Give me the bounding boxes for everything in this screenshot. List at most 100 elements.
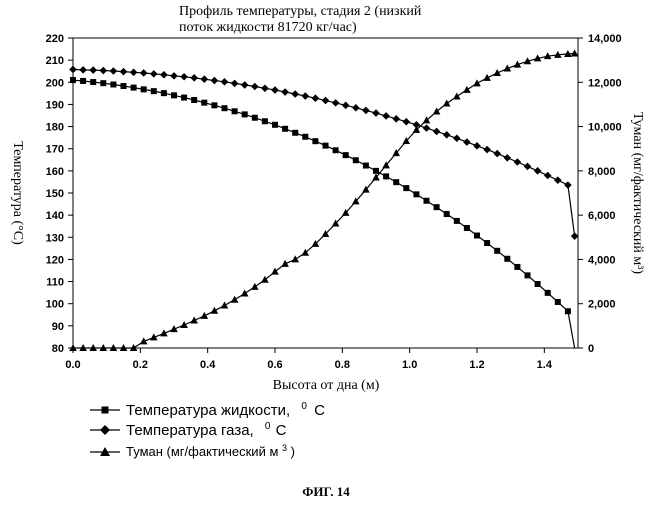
data-point-diamond	[493, 149, 501, 158]
data-point-triangle	[139, 337, 148, 345]
data-point-triangle	[554, 50, 562, 58]
figure-caption: ФИГ. 14	[302, 484, 350, 499]
data-point-triangle	[341, 208, 350, 216]
data-point-square	[534, 281, 541, 288]
legend-diamond-marker	[100, 425, 110, 435]
data-point-triangle	[382, 161, 390, 169]
data-point-diamond	[109, 67, 118, 75]
data-point-square	[362, 162, 369, 169]
data-point-triangle	[331, 219, 340, 227]
data-point-triangle	[352, 197, 360, 205]
data-point-triangle	[422, 116, 431, 124]
y-left-tick-label: 130	[46, 232, 64, 244]
data-point-triangle	[240, 289, 249, 297]
data-point-diamond	[382, 112, 390, 120]
data-point-diamond	[570, 232, 579, 240]
data-point-triangle	[533, 54, 542, 62]
data-point-diamond	[281, 88, 289, 96]
data-point-diamond	[341, 101, 350, 110]
data-point-square	[352, 157, 359, 164]
data-point-triangle	[180, 320, 188, 328]
data-point-diamond	[170, 72, 178, 80]
data-point-diamond	[564, 181, 572, 189]
plot-frame	[72, 37, 579, 349]
data-point-square	[282, 125, 289, 132]
x-tick-label: 0.8	[335, 359, 350, 371]
x-axis-label: Высота от дна (м)	[273, 378, 380, 393]
data-point-square	[221, 105, 228, 112]
data-point-diamond	[99, 66, 108, 75]
data-point-triangle	[513, 60, 522, 68]
x-tick-label: 1.4	[537, 359, 553, 371]
data-point-square	[494, 247, 501, 254]
data-point-triangle	[493, 68, 501, 76]
data-point-square	[80, 77, 87, 84]
data-point-square	[332, 147, 339, 154]
x-axis: 0.0 0.2 0.4 0.6 0.8 1.0 1.2 1.4	[65, 348, 553, 371]
data-point-square	[181, 94, 188, 101]
data-point-square	[292, 129, 299, 136]
data-point-square	[453, 217, 460, 224]
data-point-square	[463, 224, 470, 231]
data-point-diamond	[543, 171, 552, 180]
data-point-diamond	[533, 167, 542, 175]
data-point-square	[70, 77, 76, 84]
data-point-diamond	[372, 109, 380, 117]
y-left-tick-label: 110	[46, 277, 64, 289]
series-diamond	[69, 65, 579, 240]
data-point-square	[403, 185, 410, 192]
data-point-square	[554, 298, 561, 305]
x-tick-label: 0.0	[65, 359, 80, 371]
data-point-diamond	[523, 162, 532, 171]
data-point-diamond	[554, 176, 562, 184]
y-left-tick-label: 160	[46, 166, 64, 178]
data-point-diamond	[513, 158, 522, 166]
data-point-diamond	[230, 79, 239, 88]
legend-label-liquid-temp: Температура жидкости, 0 C	[126, 396, 325, 419]
x-tick-label: 0.2	[133, 359, 148, 371]
data-point-square	[504, 255, 511, 262]
data-point-diamond	[352, 103, 360, 112]
data-point-diamond	[402, 117, 411, 126]
data-point-triangle	[503, 64, 512, 72]
legend: Температура жидкости, 0 C Температура га…	[90, 396, 325, 459]
data-point-square	[474, 232, 480, 239]
data-point-triangle	[119, 344, 128, 351]
data-point-diamond	[473, 142, 481, 150]
data-point-square	[120, 83, 127, 90]
data-point-diamond	[483, 145, 491, 154]
data-point-square	[312, 138, 319, 145]
data-point-triangle	[271, 267, 279, 275]
data-point-diamond	[69, 65, 77, 74]
data-point-square	[160, 90, 167, 97]
data-point-triangle	[362, 185, 370, 193]
data-point-diamond	[210, 76, 219, 85]
data-point-triangle	[321, 229, 330, 237]
data-point-diamond	[240, 81, 249, 89]
data-point-triangle	[150, 333, 158, 341]
data-point-square	[150, 88, 157, 95]
data-point-triangle	[392, 149, 400, 157]
data-point-triangle	[483, 73, 491, 81]
data-point-triangle	[570, 49, 579, 57]
data-point-square	[524, 272, 531, 279]
data-point-triangle	[170, 325, 178, 333]
legend-triangle-marker	[100, 447, 110, 456]
data-point-diamond	[261, 84, 269, 93]
legend-label-mist: Туман (мг/фактический м 3 )	[126, 439, 295, 459]
data-point-triangle	[89, 344, 97, 351]
series-layer	[69, 49, 579, 351]
data-point-square	[393, 179, 400, 186]
data-point-square	[261, 118, 268, 125]
data-point-square	[544, 289, 551, 296]
legend-label-gas-temp: Температура газа, 0 C	[126, 416, 287, 439]
series-triangle	[69, 49, 579, 351]
data-point-diamond	[311, 94, 320, 103]
data-point-diamond	[79, 66, 87, 74]
data-point-diamond	[139, 69, 148, 77]
data-point-triangle	[463, 85, 471, 93]
x-tick-label: 1.2	[469, 359, 484, 371]
y-axis-right: 0 2,000 4,000 6,000 8,000 10,000 12,000 14,000	[578, 33, 622, 355]
data-point-square	[130, 84, 137, 91]
